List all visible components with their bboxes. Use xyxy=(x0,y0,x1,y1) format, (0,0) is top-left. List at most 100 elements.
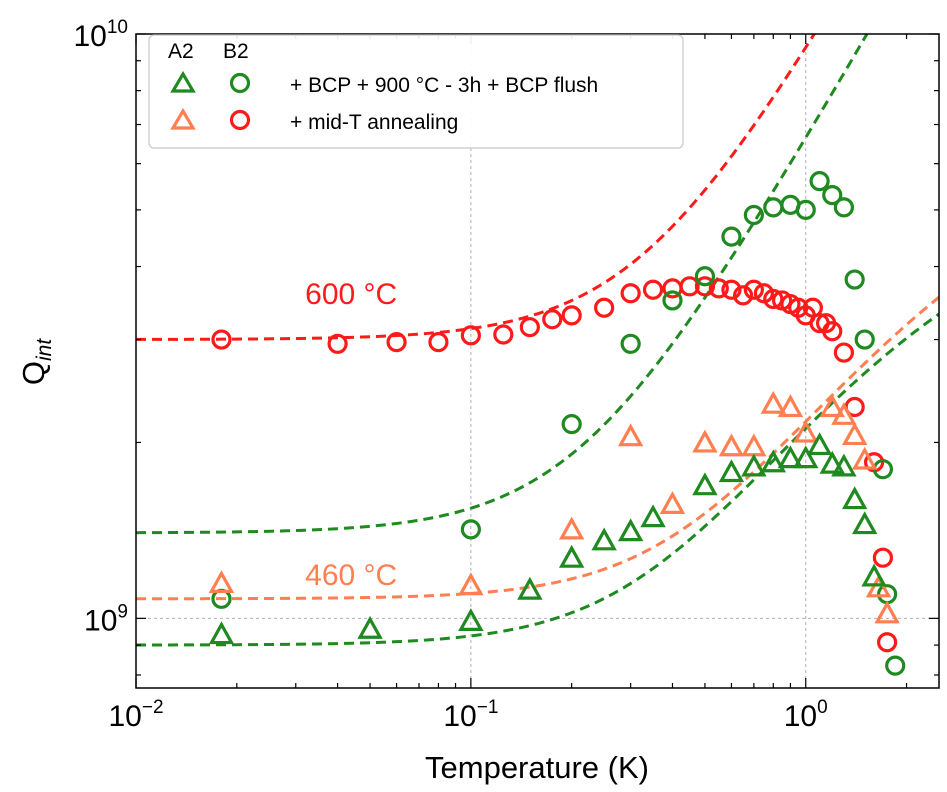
y-tick-base: 10 xyxy=(73,20,106,53)
data-point-triangle xyxy=(851,446,878,470)
legend-marker-b2-red xyxy=(229,109,251,131)
data-point-circle xyxy=(679,276,700,297)
y-tick-label: 1010 xyxy=(73,17,128,53)
data-point-circle xyxy=(561,305,582,326)
data-point-circle xyxy=(542,309,563,330)
x-tick-label: 100 xyxy=(784,697,828,733)
data-point-triangle xyxy=(865,574,892,598)
data-point-circle xyxy=(822,185,843,206)
data-point-triangle xyxy=(777,394,804,418)
data-point-circle xyxy=(694,276,716,297)
y-axis-label: Qint xyxy=(16,338,56,385)
data-point-circle xyxy=(721,279,742,300)
data-point-triangle xyxy=(851,511,878,535)
data-point-circle xyxy=(460,325,481,346)
data-point-triangle xyxy=(874,600,900,624)
legend-marker-b2-green xyxy=(229,72,251,94)
data-point-circle xyxy=(885,655,906,676)
data-point-circle xyxy=(708,278,729,299)
data-point-triangle xyxy=(777,445,804,469)
x-tick-exponent: −1 xyxy=(477,697,499,718)
data-point-circle xyxy=(428,331,449,353)
fit-curve xyxy=(136,34,816,341)
data-point-triangle xyxy=(617,518,644,542)
data-point-triangle xyxy=(760,449,787,473)
data-point-triangle xyxy=(741,433,767,457)
data-point-circle xyxy=(642,279,664,300)
y-axis-label-main: Q xyxy=(16,361,51,385)
data-point-triangle xyxy=(793,445,819,469)
data-point-triangle xyxy=(760,390,787,414)
data-point-circle xyxy=(809,171,830,192)
data-point-circle xyxy=(694,266,716,287)
data-point-circle xyxy=(833,197,854,218)
data-point-triangle xyxy=(357,615,383,639)
legend-col-a2: A2 xyxy=(168,40,194,63)
data-point-circle xyxy=(561,413,582,435)
legend-label-bcp: + BCP + 900 °C - 3h + BCP flush xyxy=(290,74,598,97)
data-point-triangle xyxy=(558,544,585,568)
data-point-circle xyxy=(460,519,481,540)
data-point-triangle xyxy=(793,419,819,443)
data-point-triangle xyxy=(458,572,484,596)
data-point-circle xyxy=(386,331,407,353)
temperature-annotation: 460 °C xyxy=(305,559,397,592)
legend-label-midt: + mid-T annealing xyxy=(290,111,458,134)
temperature-annotation: 600 °C xyxy=(305,278,397,311)
plot-frame xyxy=(135,33,940,689)
data-point-circle xyxy=(732,285,754,306)
y-tick-base: 10 xyxy=(84,604,117,637)
data-point-triangle xyxy=(591,527,617,551)
data-point-triangle xyxy=(831,402,857,425)
data-point-circle xyxy=(763,197,784,218)
y-tick-label: 109 xyxy=(84,601,128,637)
data-point-triangle xyxy=(458,608,484,632)
data-point-triangle xyxy=(819,450,845,474)
data-point-triangle xyxy=(208,570,235,593)
data-point-triangle xyxy=(831,453,857,477)
data-point-circle xyxy=(854,329,875,350)
data-point-circle xyxy=(662,290,683,311)
data-point-circle xyxy=(822,321,843,342)
x-tick-label: 10−2 xyxy=(108,697,163,733)
y-tick-exponent: 9 xyxy=(117,601,128,622)
data-point-triangle xyxy=(718,433,745,457)
data-point-circle xyxy=(620,283,641,304)
data-point-triangle xyxy=(819,394,845,418)
x-tick-base: 10 xyxy=(784,700,817,733)
data-point-circle xyxy=(833,342,854,363)
data-point-triangle xyxy=(841,422,868,446)
data-point-circle xyxy=(721,226,742,247)
data-point-circle xyxy=(620,333,641,354)
x-tick-exponent: 0 xyxy=(817,697,828,718)
data-point-circle xyxy=(844,269,865,290)
annotations: 600 °C 460 °C xyxy=(305,278,397,592)
data-point-triangle xyxy=(806,432,833,456)
x-axis-label: Temperature (K) xyxy=(425,750,649,785)
data-point-triangle xyxy=(659,491,686,514)
data-point-triangle xyxy=(208,621,235,645)
data-point-triangle xyxy=(718,459,745,483)
data-point-circle xyxy=(493,324,514,345)
data-point-circle xyxy=(327,333,348,354)
data-point-triangle xyxy=(841,486,868,510)
fit-curve xyxy=(136,296,939,601)
data-point-triangle xyxy=(741,453,767,477)
data-point-circle xyxy=(795,199,816,221)
x-tick-label: 10−1 xyxy=(443,697,498,733)
x-tick-exponent: −2 xyxy=(142,697,164,718)
data-point-circle xyxy=(594,297,615,318)
data-point-circle xyxy=(872,547,894,568)
x-tick-base: 10 xyxy=(108,700,141,733)
x-tick-base: 10 xyxy=(443,700,476,733)
legend-col-b2: B2 xyxy=(223,40,249,63)
data-point-circle xyxy=(877,632,898,653)
y-tick-exponent: 10 xyxy=(107,17,128,38)
data-point-triangle xyxy=(558,516,585,540)
data-point-circle xyxy=(743,279,764,300)
data-point-circle xyxy=(519,317,540,338)
legend: A2 B2 + BCP + 900 °C - 3h + BCP flush + … xyxy=(148,34,684,149)
data-point-circle xyxy=(743,204,764,226)
data-markers xyxy=(208,171,906,676)
